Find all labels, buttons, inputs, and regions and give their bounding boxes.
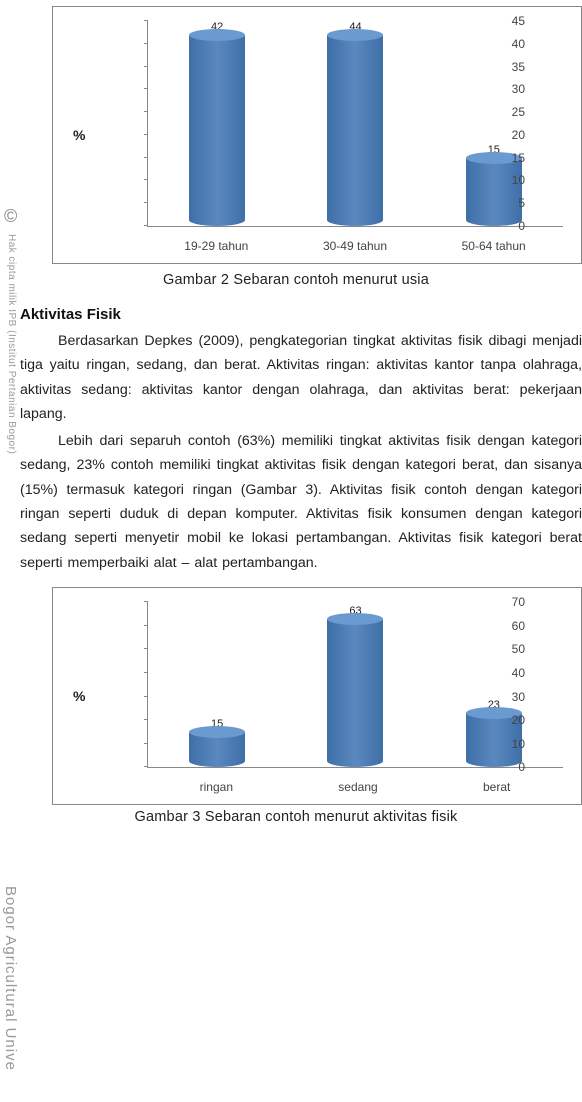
bar xyxy=(466,158,522,226)
y-tick-label: 30 xyxy=(495,690,525,704)
y-tick-label: 0 xyxy=(495,760,525,774)
y-tick-label: 35 xyxy=(495,60,525,74)
section-heading: Aktivitas Fisik xyxy=(20,306,582,323)
chart-usia: % 424415 051015202530354045 19-29 tahun3… xyxy=(52,6,582,264)
bar-body xyxy=(466,158,522,226)
x-axis-ticks: ringan sedang berat xyxy=(147,780,563,794)
paragraph-1: Berdasarkan Depkes (2009), pengkategoria… xyxy=(20,329,582,427)
bar xyxy=(327,619,383,768)
y-tick-label: 5 xyxy=(495,196,525,210)
chart-aktivitas: % 156323 010203040506070 ringansedangber… xyxy=(52,587,582,805)
y-tick-mark xyxy=(144,66,148,67)
y-tick-label: 60 xyxy=(495,619,525,633)
watermark-text-bottom: Bogor Agricultural Unive xyxy=(2,886,19,1071)
y-tick-label: 50 xyxy=(495,642,525,656)
paragraph-2: Lebih dari separuh contoh (63%) memiliki… xyxy=(20,429,582,576)
y-axis-label: % xyxy=(73,127,85,143)
y-tick-mark xyxy=(144,766,148,767)
y-tick-mark xyxy=(144,111,148,112)
y-tick-mark xyxy=(144,625,148,626)
figure-caption-2: Gambar 2 Sebaran contoh menurut usia xyxy=(10,272,582,288)
x-tick-label: 19-29 tahun xyxy=(184,239,248,253)
y-tick-label: 25 xyxy=(495,105,525,119)
y-axis-label: % xyxy=(73,688,85,704)
y-tick-mark xyxy=(144,225,148,226)
y-tick-label: 45 xyxy=(495,14,525,28)
y-tick-label: 40 xyxy=(495,666,525,680)
y-tick-label: 10 xyxy=(495,173,525,187)
x-tick-label: 30-49 tahun xyxy=(323,239,387,253)
y-tick-mark xyxy=(144,601,148,602)
bar-body xyxy=(327,619,383,768)
bar xyxy=(327,35,383,226)
y-tick-label: 70 xyxy=(495,595,525,609)
bar-body xyxy=(189,35,245,226)
bar-group: 44 xyxy=(327,21,383,226)
y-tick-mark xyxy=(144,134,148,135)
x-tick-label: 50-64 tahun xyxy=(462,239,526,253)
y-tick-mark xyxy=(144,157,148,158)
y-tick-mark xyxy=(144,43,148,44)
y-tick-label: 20 xyxy=(495,128,525,142)
y-tick-label: 40 xyxy=(495,37,525,51)
y-tick-mark xyxy=(144,648,148,649)
y-tick-mark xyxy=(144,202,148,203)
bar-top xyxy=(189,29,245,41)
y-tick-mark xyxy=(144,179,148,180)
y-tick-mark xyxy=(144,696,148,697)
y-tick-label: 15 xyxy=(495,151,525,165)
y-tick-mark xyxy=(144,743,148,744)
bar-group: 15 xyxy=(189,602,245,767)
x-tick-label: ringan xyxy=(200,780,233,794)
y-tick-mark xyxy=(144,20,148,21)
y-tick-label: 0 xyxy=(495,219,525,233)
x-axis-ticks: 19-29 tahun 30-49 tahun 50-64 tahun xyxy=(147,239,563,253)
bar-top xyxy=(189,726,245,738)
bar xyxy=(189,35,245,226)
bar-group: 42 xyxy=(189,21,245,226)
y-tick-label: 20 xyxy=(495,713,525,727)
y-tick-mark xyxy=(144,672,148,673)
bar xyxy=(189,732,245,767)
bar-body xyxy=(327,35,383,226)
y-tick-label: 10 xyxy=(495,737,525,751)
page-content: % 42 44 15 0 5 10 15 20 25 30 35 40 45 19-29 tahun 3… xyxy=(0,6,582,825)
figure-caption-3: Gambar 3 Sebaran contoh menurut aktivita… xyxy=(10,809,582,825)
chart-plot-area: 156323 010203040506070 xyxy=(147,602,563,768)
y-tick-mark xyxy=(144,719,148,720)
bar-group: 63 xyxy=(327,602,383,767)
y-tick-mark xyxy=(144,88,148,89)
x-tick-label: berat xyxy=(483,780,510,794)
bar-top xyxy=(327,613,383,625)
y-tick-label: 30 xyxy=(495,82,525,96)
x-tick-label: sedang xyxy=(338,780,377,794)
chart-plot-area: 424415 051015202530354045 xyxy=(147,21,563,227)
